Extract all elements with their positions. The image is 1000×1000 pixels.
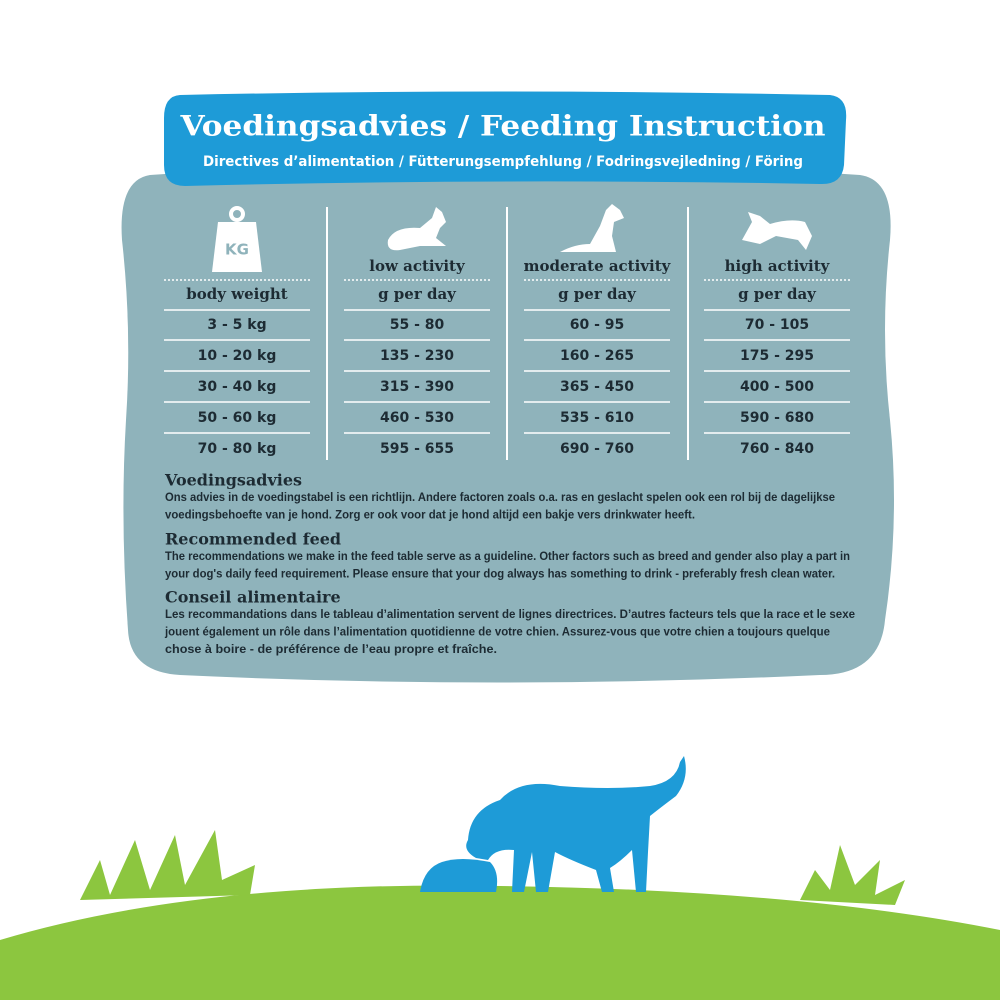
table-cell: 160 - 265 [560, 348, 634, 364]
section-text: chose à boire - de préférence de l’eau p… [165, 644, 497, 656]
table-cell: 175 - 295 [740, 348, 814, 364]
weight-icon-label: KG [225, 241, 249, 259]
section-heading: Voedingsadvies [164, 471, 302, 490]
weight-icon [212, 206, 262, 272]
section-text: voedingsbehoefte van je hond. Zorg er oo… [165, 510, 695, 522]
table-cell: 3 - 5 kg [207, 317, 266, 333]
column-header: body weight [186, 285, 287, 303]
activity-label: high activity [725, 257, 831, 275]
table-cell: 60 - 95 [570, 317, 625, 333]
title-banner [164, 91, 847, 186]
table-cell: 55 - 80 [390, 317, 445, 333]
subtitle: Directives d’alimentation / Fütterungsem… [203, 154, 803, 170]
table-cell: 590 - 680 [740, 410, 814, 426]
table-cell: 460 - 530 [380, 410, 454, 426]
dog-illustration [420, 756, 686, 892]
table-cell: 535 - 610 [560, 410, 634, 426]
table-cell: 10 - 20 kg [198, 348, 277, 364]
column-header: g per day [558, 285, 637, 303]
section-text: Ons advies in de voedingstabel is een ri… [165, 492, 835, 504]
section-heading: Conseil alimentaire [165, 588, 341, 607]
activity-label: moderate activity [524, 257, 672, 275]
table-cell: 400 - 500 [740, 379, 814, 395]
table-cell: 50 - 60 kg [198, 410, 277, 426]
section-text: The recommendations we make in the feed … [165, 551, 850, 563]
table-cell: 30 - 40 kg [198, 379, 277, 395]
ground [0, 830, 1000, 1000]
column-header: g per day [378, 285, 457, 303]
table-cell: 365 - 450 [560, 379, 634, 395]
table-cell: 315 - 390 [380, 379, 454, 395]
table-cell: 690 - 760 [560, 441, 634, 457]
section-text: your dog's daily feed requirement. Pleas… [165, 569, 835, 581]
table-cell: 595 - 655 [380, 441, 454, 457]
section-heading: Recommended feed [165, 530, 341, 549]
table-cell: 760 - 840 [740, 441, 814, 457]
table-cell: 70 - 105 [745, 317, 809, 333]
section-text: Les recommandations dans le tableau d’al… [165, 609, 855, 621]
column-header: g per day [738, 285, 817, 303]
activity-label: low activity [369, 257, 466, 275]
activity-icons [387, 204, 812, 252]
section-text: jouent également un rôle dans l’alimenta… [164, 627, 830, 639]
title: Voedingsadvies / Feeding Instruction [179, 110, 825, 143]
table-cell: 135 - 230 [380, 348, 454, 364]
dividers [326, 207, 689, 460]
table-cell: 70 - 80 kg [198, 441, 277, 457]
